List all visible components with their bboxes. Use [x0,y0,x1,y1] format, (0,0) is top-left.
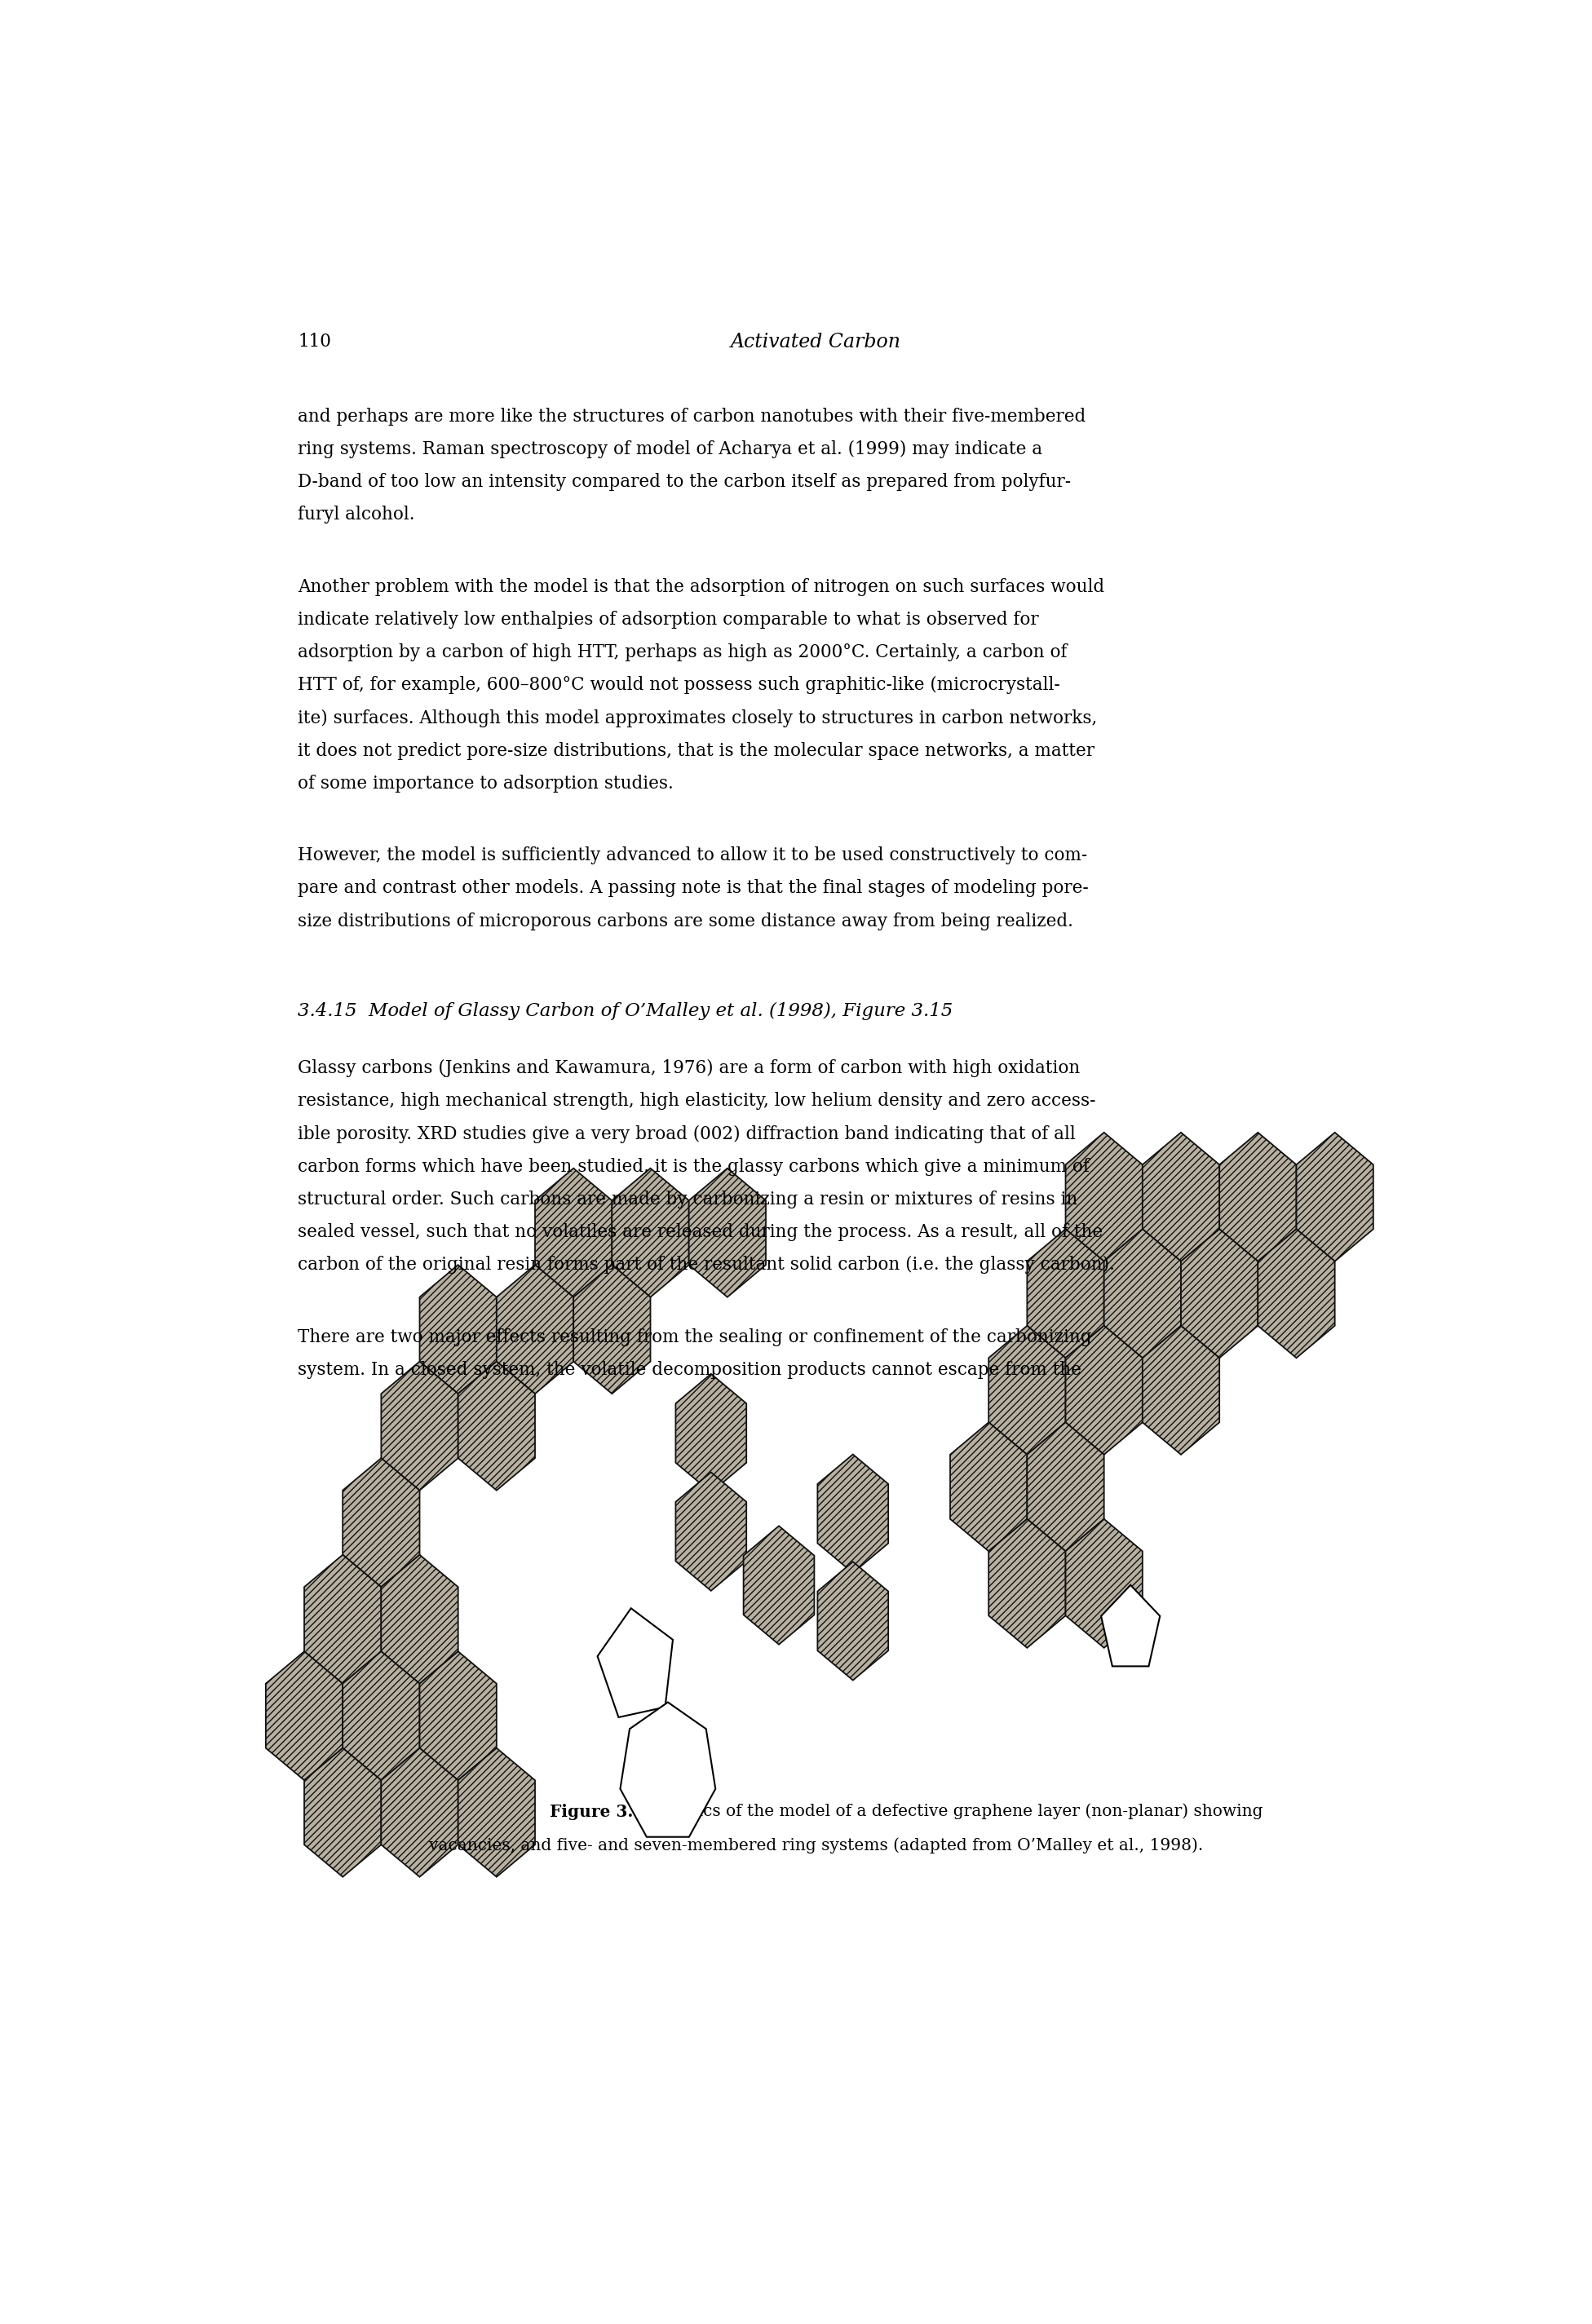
Polygon shape [380,1748,458,1878]
Polygon shape [1219,1132,1296,1262]
Polygon shape [458,1748,535,1878]
Polygon shape [675,1373,747,1492]
Text: system. In a closed system, the volatile decomposition products cannot escape fr: system. In a closed system, the volatile… [298,1362,1081,1378]
Polygon shape [689,1169,766,1297]
Text: vacancies, and five- and seven-membered ring systems (adapted from O’Malley et a: vacancies, and five- and seven-membered … [428,1838,1204,1855]
Text: Glassy carbons (Jenkins and Kawamura, 1976) are a form of carbon with high oxida: Glassy carbons (Jenkins and Kawamura, 19… [298,1060,1079,1078]
Polygon shape [950,1422,1027,1550]
Polygon shape [1258,1229,1334,1357]
Polygon shape [1103,1229,1181,1357]
Polygon shape [420,1264,497,1394]
Text: 3.4.15  Model of Glassy Carbon of O’Malley et al. (1998), Figure 3.15: 3.4.15 Model of Glassy Carbon of O’Malle… [298,1002,954,1020]
Polygon shape [304,1748,380,1878]
Polygon shape [497,1264,573,1394]
Polygon shape [818,1562,888,1680]
Text: 110: 110 [298,332,331,351]
Polygon shape [818,1455,888,1573]
Polygon shape [1181,1229,1258,1357]
Polygon shape [1065,1520,1143,1648]
Polygon shape [380,1362,458,1490]
Polygon shape [1065,1325,1143,1455]
Text: of some importance to adsorption studies.: of some importance to adsorption studies… [298,774,673,792]
Polygon shape [1102,1585,1161,1666]
Text: structural order. Such carbons are made by carbonizing a resin or mixtures of re: structural order. Such carbons are made … [298,1190,1078,1208]
Text: pare and contrast other models. A passing note is that the final stages of model: pare and contrast other models. A passin… [298,878,1089,897]
Text: Figure 3.15.: Figure 3.15. [549,1803,662,1820]
Polygon shape [611,1169,689,1297]
Text: furyl alcohol.: furyl alcohol. [298,507,416,523]
Text: carbon of the original resin forms part of the resultant solid carbon (i.e. the : carbon of the original resin forms part … [298,1255,1114,1274]
Polygon shape [1143,1325,1219,1455]
Text: ring systems. Raman spectroscopy of model of Acharya et al. (1999) may indicate : ring systems. Raman spectroscopy of mode… [298,442,1043,458]
Polygon shape [458,1362,535,1490]
Text: There are two major effects resulting from the sealing or confinement of the car: There are two major effects resulting fr… [298,1327,1092,1346]
Polygon shape [1065,1132,1143,1262]
Polygon shape [1027,1229,1103,1357]
Polygon shape [266,1652,342,1780]
Polygon shape [380,1555,458,1683]
Text: and perhaps are more like the structures of carbon nanotubes with their five-mem: and perhaps are more like the structures… [298,407,1086,425]
Polygon shape [573,1264,651,1394]
Polygon shape [743,1527,814,1645]
Text: Activated Carbon: Activated Carbon [731,332,901,351]
Polygon shape [675,1471,747,1592]
Polygon shape [342,1457,420,1587]
Polygon shape [420,1652,497,1780]
Text: ible porosity. XRD studies give a very broad (002) diffraction band indicating t: ible porosity. XRD studies give a very b… [298,1125,1076,1143]
Polygon shape [304,1555,380,1683]
Text: indicate relatively low enthalpies of adsorption comparable to what is observed : indicate relatively low enthalpies of ad… [298,611,1038,630]
Text: carbon forms which have been studied, it is the glassy carbons which give a mini: carbon forms which have been studied, it… [298,1157,1089,1176]
Text: adsorption by a carbon of high HTT, perhaps as high as 2000°C. Certainly, a carb: adsorption by a carbon of high HTT, perh… [298,644,1067,662]
Text: resistance, high mechanical strength, high elasticity, low helium density and ze: resistance, high mechanical strength, hi… [298,1092,1095,1111]
Text: sealed vessel, such that no volatiles are released during the process. As a resu: sealed vessel, such that no volatiles ar… [298,1222,1103,1241]
Polygon shape [989,1520,1065,1648]
Polygon shape [535,1169,611,1297]
Text: Another problem with the model is that the adsorption of nitrogen on such surfac: Another problem with the model is that t… [298,579,1105,595]
Polygon shape [989,1325,1065,1455]
Text: The basics of the model of a defective graphene layer (non-planar) showing: The basics of the model of a defective g… [622,1803,1262,1820]
Polygon shape [1296,1132,1374,1262]
Text: However, the model is sufficiently advanced to allow it to be used constructivel: However, the model is sufficiently advan… [298,846,1087,865]
Text: HTT of, for example, 600–800°C would not possess such graphitic-like (microcryst: HTT of, for example, 600–800°C would not… [298,676,1060,695]
Polygon shape [1027,1422,1103,1550]
Text: ite) surfaces. Although this model approximates closely to structures in carbon : ite) surfaces. Although this model appro… [298,709,1097,727]
Text: D-band of too low an intensity compared to the carbon itself as prepared from po: D-band of too low an intensity compared … [298,474,1071,490]
Text: size distributions of microporous carbons are some distance away from being real: size distributions of microporous carbon… [298,913,1073,930]
Polygon shape [1143,1132,1219,1262]
Polygon shape [597,1608,673,1717]
Text: it does not predict pore-size distributions, that is the molecular space network: it does not predict pore-size distributi… [298,741,1095,760]
Polygon shape [621,1701,715,1836]
Polygon shape [342,1652,420,1780]
